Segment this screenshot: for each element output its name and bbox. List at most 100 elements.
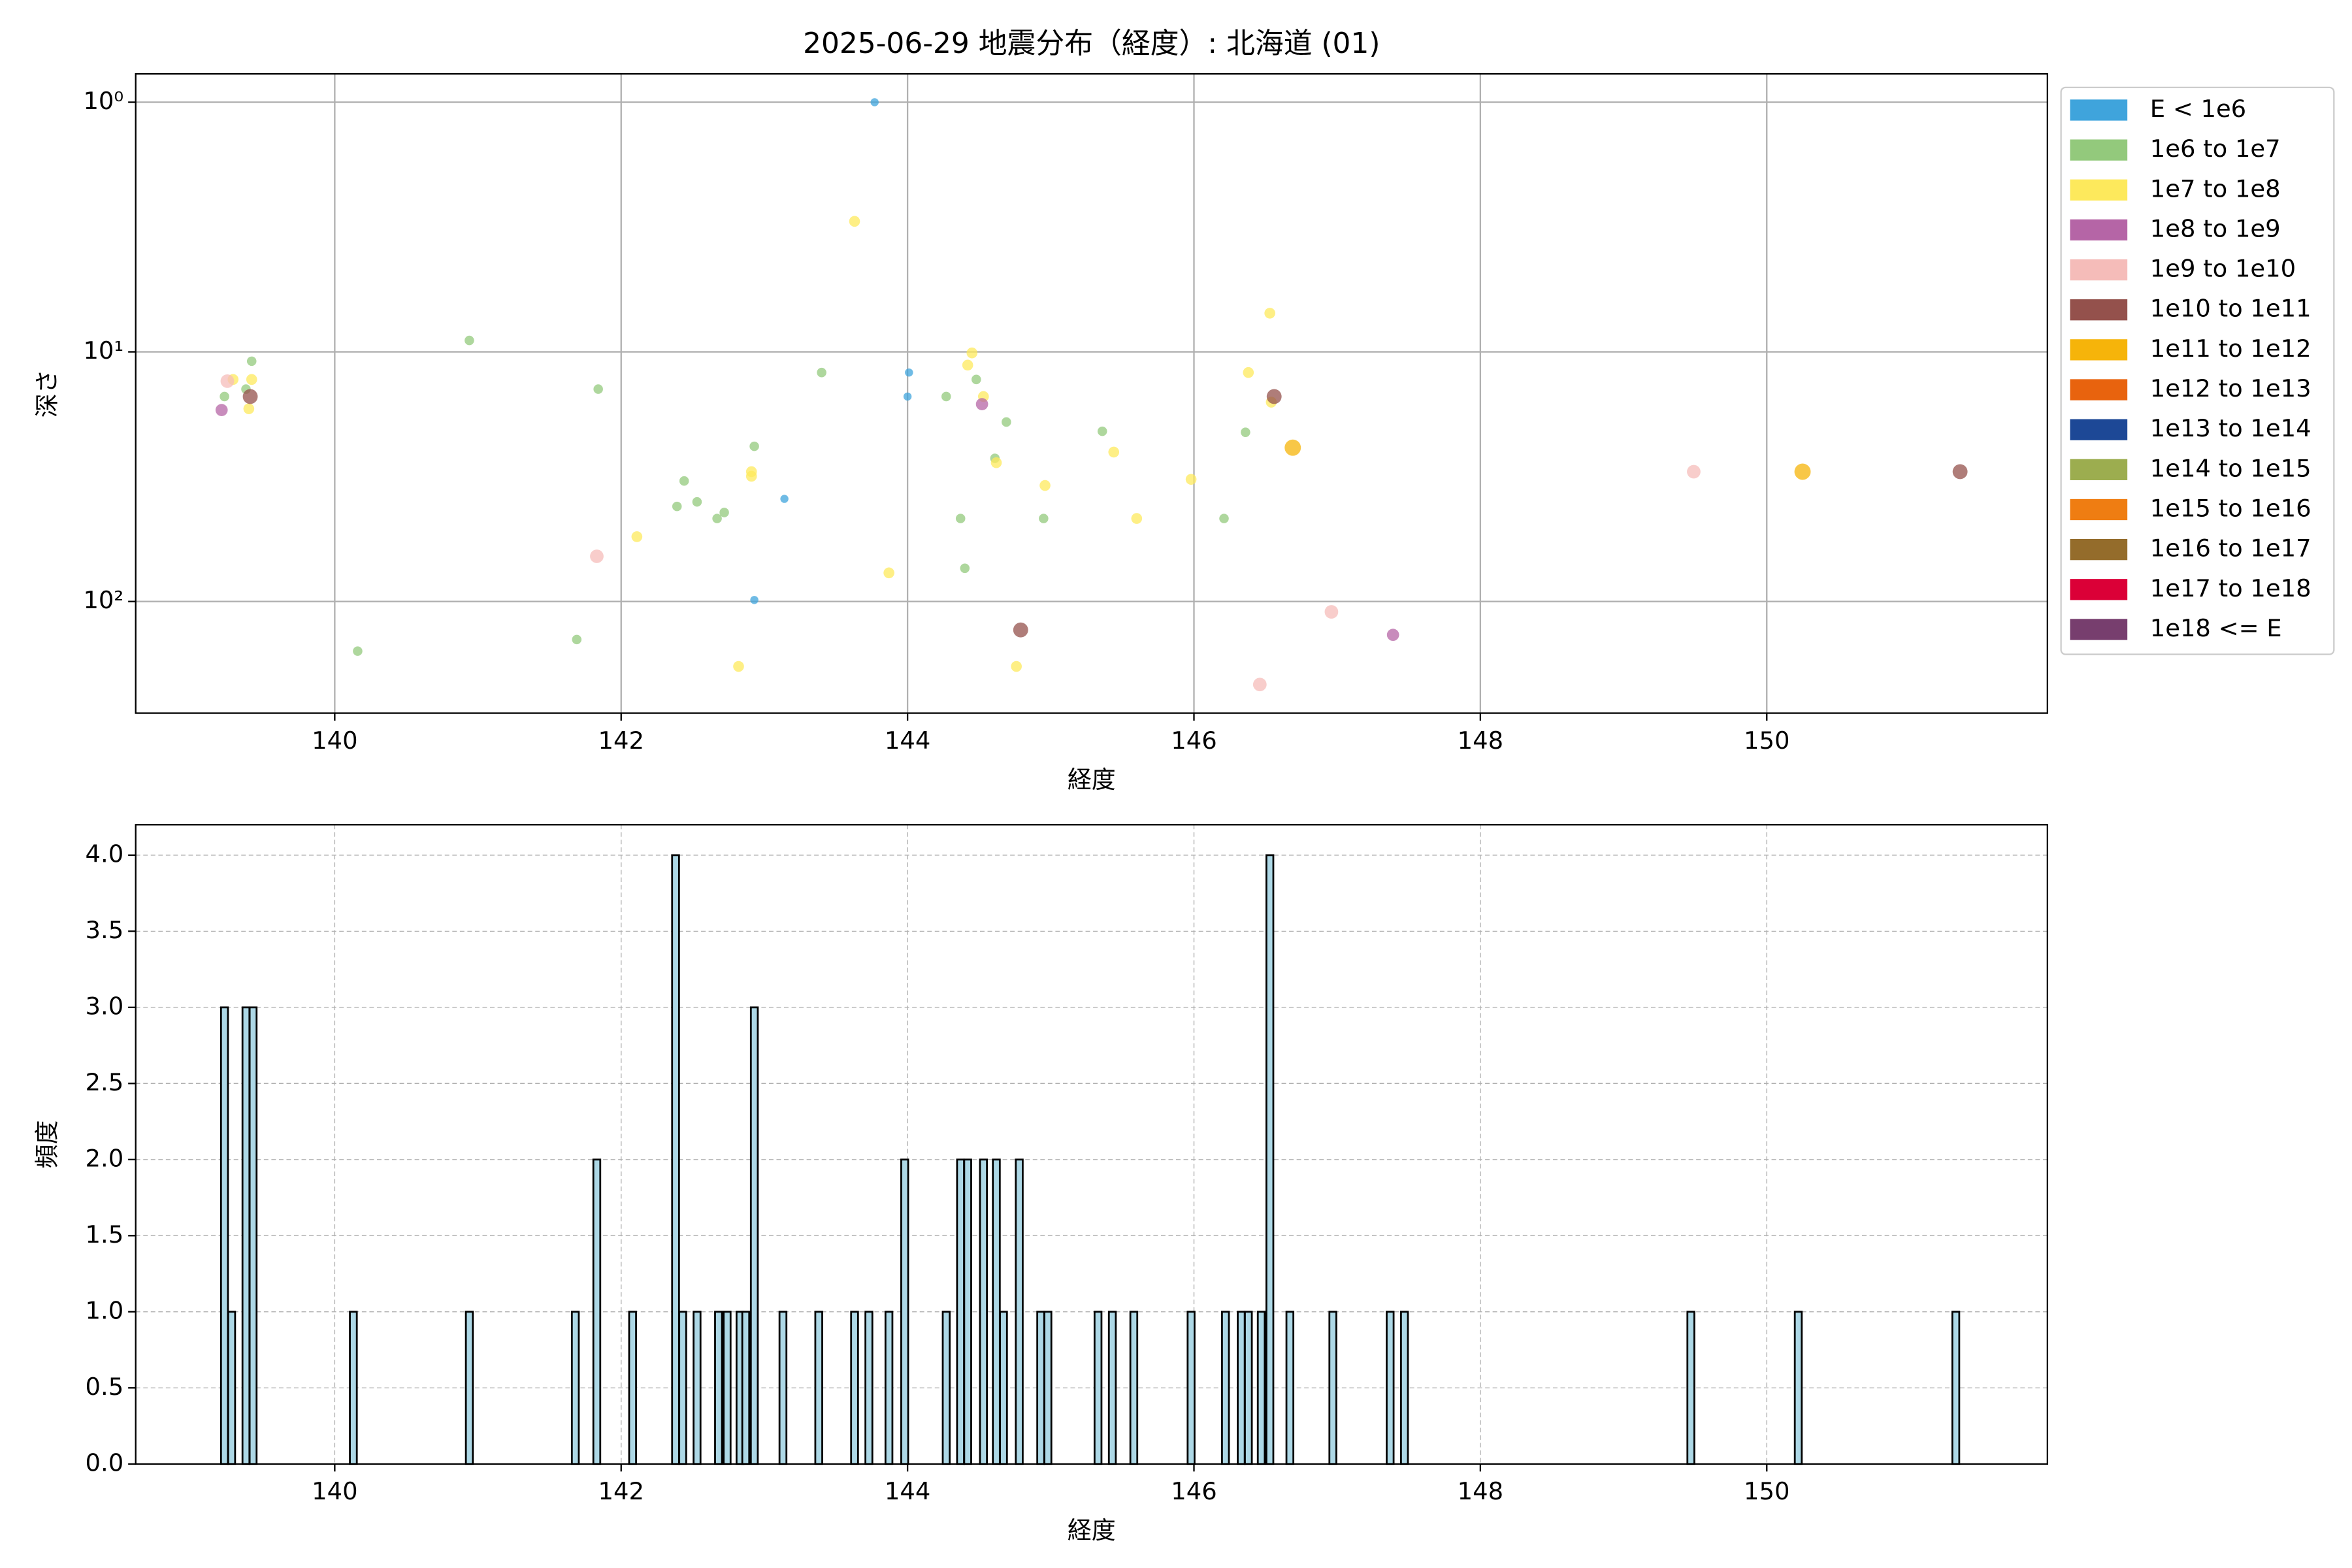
data-point bbox=[246, 374, 257, 385]
bar bbox=[1036, 1311, 1045, 1465]
data-point bbox=[1185, 474, 1197, 485]
legend-label: 1e9 to 1e10 bbox=[2150, 255, 2296, 283]
legend-swatch bbox=[2070, 299, 2128, 321]
data-point bbox=[1002, 417, 1011, 427]
data-point bbox=[1264, 308, 1275, 319]
bar bbox=[1256, 1311, 1266, 1465]
data-point bbox=[870, 98, 879, 106]
legend-frame bbox=[2060, 86, 2335, 655]
bar bbox=[248, 1006, 258, 1465]
bar bbox=[749, 1006, 759, 1465]
x-tick-label: 140 bbox=[312, 1477, 357, 1505]
data-point bbox=[745, 470, 757, 482]
data-point bbox=[1324, 605, 1339, 619]
data-point bbox=[692, 497, 702, 507]
bar bbox=[678, 1311, 687, 1465]
x-tick-label: 150 bbox=[1744, 727, 1789, 755]
y-tick-label: 1.0 bbox=[86, 1296, 124, 1324]
y-tick-label: 2.0 bbox=[86, 1144, 124, 1172]
data-point bbox=[712, 514, 722, 523]
bar bbox=[1386, 1311, 1395, 1465]
bar bbox=[220, 1006, 229, 1465]
x-tick-label: 144 bbox=[885, 1477, 930, 1505]
data-point bbox=[215, 404, 228, 416]
bar bbox=[1793, 1311, 1803, 1465]
bar bbox=[465, 1311, 474, 1465]
data-point bbox=[955, 514, 966, 523]
y-tick-label: 10² bbox=[83, 586, 123, 614]
legend-label: 1e6 to 1e7 bbox=[2150, 135, 2281, 163]
bar bbox=[941, 1311, 951, 1465]
bar bbox=[1093, 1311, 1103, 1465]
legend-swatch bbox=[2070, 379, 2128, 400]
legend-label: E < 1e6 bbox=[2150, 95, 2246, 123]
bar bbox=[999, 1311, 1008, 1465]
data-point bbox=[246, 356, 257, 367]
y-tick-label: 3.0 bbox=[86, 992, 124, 1020]
data-point bbox=[903, 392, 912, 401]
legend-swatch bbox=[2070, 619, 2128, 640]
legend-swatch bbox=[2070, 459, 2128, 480]
bar bbox=[592, 1158, 602, 1465]
bar bbox=[714, 1311, 723, 1465]
legend-label: 1e17 to 1e18 bbox=[2150, 574, 2311, 602]
legend-label: 1e10 to 1e11 bbox=[2150, 295, 2311, 323]
data-point bbox=[941, 391, 951, 402]
data-point bbox=[780, 495, 789, 503]
data-point bbox=[1011, 661, 1022, 672]
bar bbox=[900, 1158, 909, 1465]
legend-swatch bbox=[2070, 259, 2128, 281]
data-point bbox=[1039, 514, 1049, 523]
bar bbox=[1221, 1311, 1230, 1465]
data-point bbox=[1243, 367, 1254, 378]
bar bbox=[963, 1158, 972, 1465]
data-point bbox=[905, 368, 913, 377]
data-point bbox=[465, 335, 474, 346]
y-tick-label: 0.5 bbox=[86, 1373, 124, 1401]
bar bbox=[1328, 1311, 1337, 1465]
data-point bbox=[883, 567, 894, 579]
bar bbox=[979, 1158, 988, 1465]
bar bbox=[1400, 1311, 1409, 1465]
y-tick-label: 10⁰ bbox=[83, 87, 123, 115]
bar bbox=[1043, 1311, 1053, 1465]
data-point bbox=[817, 367, 826, 378]
legend-swatch bbox=[2070, 139, 2128, 161]
bar bbox=[814, 1311, 823, 1465]
bar bbox=[227, 1311, 237, 1465]
bar bbox=[1015, 1158, 1024, 1465]
y-axis-label: 深さ bbox=[33, 369, 61, 417]
x-tick-label: 146 bbox=[1171, 727, 1217, 755]
data-point bbox=[719, 508, 729, 517]
data-point bbox=[750, 596, 759, 604]
bar bbox=[241, 1006, 251, 1465]
data-point bbox=[749, 441, 759, 451]
legend-label: 1e7 to 1e8 bbox=[2150, 174, 2281, 203]
data-point bbox=[966, 347, 978, 359]
x-axis-label: 経度 bbox=[1068, 766, 1116, 794]
bar bbox=[723, 1311, 732, 1465]
x-tick-label: 148 bbox=[1458, 1477, 1503, 1505]
legend-swatch bbox=[2070, 579, 2128, 600]
bar bbox=[850, 1311, 859, 1465]
data-point bbox=[242, 389, 258, 404]
legend-label: 1e12 to 1e13 bbox=[2150, 374, 2311, 402]
bar bbox=[864, 1311, 874, 1465]
bar bbox=[884, 1311, 894, 1465]
bar bbox=[349, 1311, 358, 1465]
legend-swatch bbox=[2070, 419, 2128, 440]
legend-swatch bbox=[2070, 99, 2128, 121]
bar bbox=[1237, 1311, 1246, 1465]
data-point bbox=[962, 359, 973, 371]
bar bbox=[1265, 854, 1275, 1465]
legend-swatch bbox=[2070, 179, 2128, 201]
legend-swatch bbox=[2070, 539, 2128, 561]
data-point bbox=[631, 531, 643, 542]
x-tick-label: 142 bbox=[598, 727, 644, 755]
data-point bbox=[353, 646, 363, 656]
x-tick-label: 150 bbox=[1744, 1477, 1789, 1505]
bar bbox=[1951, 1311, 1961, 1465]
legend-label: 1e15 to 1e16 bbox=[2150, 495, 2311, 523]
